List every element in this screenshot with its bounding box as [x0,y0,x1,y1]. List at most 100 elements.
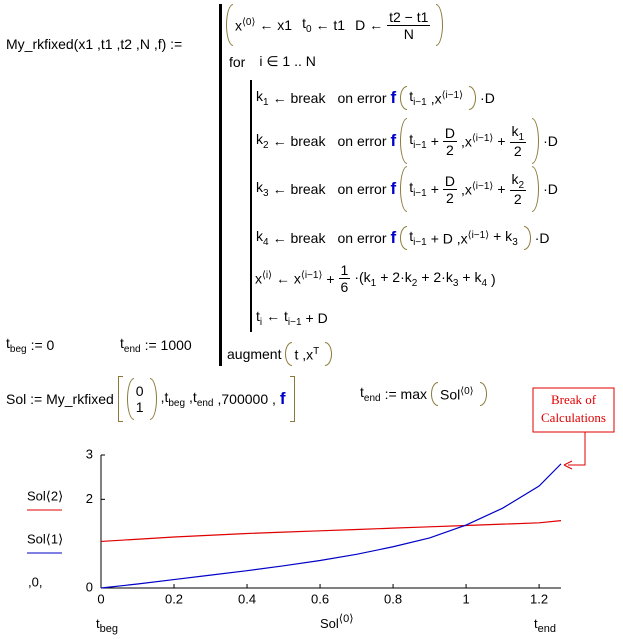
math-text: ← x [276,270,301,287]
math-layout: for i ∈ 1 .. N [229,53,320,70]
series-line [100,520,562,543]
math-text: 2 [263,139,269,151]
y-tick-label: 2 [86,491,93,506]
math-text: t [6,335,10,351]
x-tick-label: 1.2 [530,591,548,606]
math-layout [289,376,295,422]
y-tick-label: 0 [86,579,93,594]
math-layout [532,118,540,164]
annotation-box [532,387,615,433]
math-layout: augment t ,xT [227,342,336,366]
math-text: ,t [189,389,197,406]
math-layout [400,86,408,110]
math-text: ) [491,270,496,287]
math-layout [469,86,477,110]
math-text: ⟨i−1⟩ [441,89,464,101]
annotation-text: Break of [551,392,597,407]
math-text: D ← [355,17,384,33]
math-text: ⟨i⟩ [262,270,273,282]
math-text: ⟨i−1⟩ [467,229,490,241]
math-layout: k1 ← break on error f ti−1 ,x⟨i−1⟩ ·D [256,86,499,110]
math-text: 1 [135,399,144,415]
math-layout [400,118,408,164]
math-text: + 2·k [380,268,412,285]
math-text: x [235,17,242,34]
math-text: t [302,15,306,32]
math-text: k [256,179,263,196]
math-text: 2 [446,141,454,158]
math-layout: tend:= 1000 [120,335,196,355]
math-layout [285,342,293,366]
x-tick-label: 0.4 [238,591,256,606]
program-bar [219,4,222,366]
math-layout: tend := max Sol⟨0⟩ [360,382,491,406]
series-line [100,463,562,589]
math-text: 0 [135,383,144,399]
math-text: T [313,345,320,357]
x-axis-label: tend [534,616,556,634]
math-text: ← break [272,90,326,106]
math-text: 1 [518,131,525,143]
math-text: ⟨0⟩ [242,16,256,28]
math-text: + [430,133,439,149]
math-text: f [279,389,286,408]
annotation-text: Calculations [541,410,606,425]
x-axis-label-main: t [534,616,538,631]
annotation-arrow [568,432,586,466]
math-text: ← break [272,133,326,149]
math-text: := 1000 [144,336,192,353]
legend-label: Sol⟨1⟩ [27,531,63,546]
math-text: beg [9,343,27,355]
math-text: D [442,172,458,190]
math-text: t ,x [294,346,314,363]
math-text: Sol := My_rkfixed [6,391,114,407]
math-text: Sol [439,386,461,403]
math-text: t [120,335,124,351]
math-text: ·D [543,181,558,197]
math-text: i−1 [413,139,427,151]
math-text: i ∈ 1 .. N [259,53,316,69]
math-layout [325,342,333,366]
math-text: ← break [272,230,326,246]
math-text: N [403,25,414,42]
math-layout [226,4,233,46]
math-text: ·D [543,133,558,149]
x-tick-label: 0.2 [165,591,183,606]
math-text: + [326,270,335,287]
x-axis-label-index: end [538,623,556,635]
math-text: end [123,343,141,355]
math-text: k [256,131,263,148]
math-text: t2 − t1 [387,8,431,26]
math-text: ⟨i−1⟩ [471,132,494,144]
loop-bar [250,80,252,332]
math-text: 2 [446,189,454,206]
math-text: x [255,270,262,287]
x-axis-label-index: ⟨0⟩ [339,613,354,625]
math-layout: ti ← ti−1 + D [256,308,332,328]
math-text: k [511,170,519,187]
y-limit-marker: ,0, [28,574,42,589]
math-text: on error [337,133,387,149]
math-text: ← break [272,181,326,197]
math-text: ← t [266,308,288,324]
math-layout: k4 ← break on error f ti−1 + D ,x⟨i−1⟩ + … [256,226,554,250]
x-tick-label: 1 [462,591,469,606]
math-text: ·D [480,90,495,106]
math-text: t [409,179,414,196]
math-text: ,700000 , [217,391,276,407]
math-text: 1 [263,96,269,108]
x-axis-label-main: Sol [320,616,339,631]
math-text: 2 [513,191,522,208]
math-text: 1 [370,277,377,289]
math-text: ← t1 [315,17,346,33]
math-text: + 2·k [421,268,453,285]
math-text: ·D [534,230,550,246]
math-text: ,t [160,389,169,406]
math-layout [400,166,408,212]
math-text: t [360,384,364,401]
